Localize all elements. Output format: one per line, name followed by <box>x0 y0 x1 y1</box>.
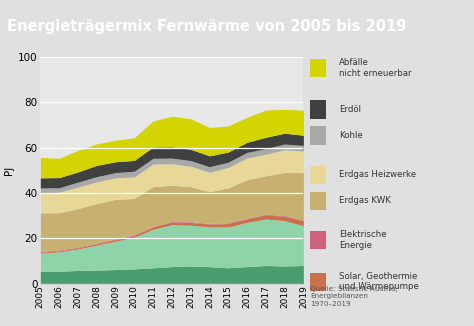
Bar <box>310 192 326 210</box>
Text: Solar, Geothermie
und Wärmepumpe: Solar, Geothermie und Wärmepumpe <box>339 272 419 291</box>
Bar <box>310 231 326 249</box>
Text: Kohle: Kohle <box>339 131 363 140</box>
Bar <box>310 166 326 184</box>
Bar <box>310 126 326 145</box>
Bar <box>310 273 326 291</box>
Text: Erdgas Heizwerke: Erdgas Heizwerke <box>339 170 416 179</box>
Text: Abfälle
nicht erneuerbar: Abfälle nicht erneuerbar <box>339 58 411 78</box>
Text: Elektrische
Energie: Elektrische Energie <box>339 230 387 250</box>
Y-axis label: PJ: PJ <box>4 166 14 175</box>
Bar <box>310 59 326 77</box>
Text: Erdöl: Erdöl <box>339 105 361 114</box>
Text: Energieträgermix Fernwärme von 2005 bis 2019: Energieträgermix Fernwärme von 2005 bis … <box>7 19 407 34</box>
Text: Erdgas KWK: Erdgas KWK <box>339 196 391 205</box>
Text: Quelle: Statistik Austria,
Energiebilanzen
1970–2019: Quelle: Statistik Austria, Energiebilanz… <box>310 286 398 307</box>
Bar <box>310 100 326 119</box>
